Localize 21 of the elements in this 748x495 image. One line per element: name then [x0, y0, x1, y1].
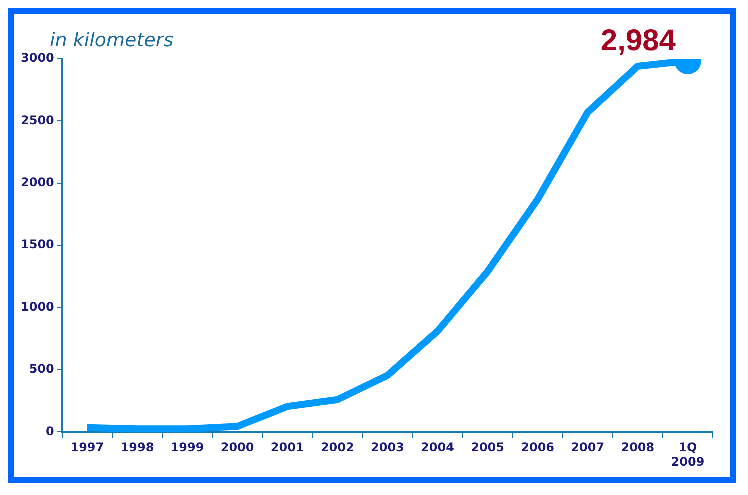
x-tick-label: 2003	[370, 440, 404, 455]
y-tick-label: 2500	[20, 113, 54, 128]
y-tick-label: 0	[46, 424, 54, 438]
x-tick-label: 1998	[120, 440, 154, 455]
x-tick-label: 1999	[170, 440, 204, 455]
y-axis-title: in kilometers	[50, 29, 174, 52]
y-tick-label: 1000	[20, 300, 54, 314]
x-tick-label: 2005	[471, 440, 504, 455]
x-tick-label: 2002	[320, 440, 354, 455]
x-tick-label: 2000	[220, 440, 254, 455]
y-tick-label: 500	[29, 362, 54, 376]
y-tick-label: 3000	[20, 51, 54, 66]
y-tick-label: 1500	[20, 238, 54, 252]
x-tick-label: 2008	[621, 440, 655, 455]
x-tick-label: 1997	[70, 440, 104, 455]
x-tick-label: 2006	[521, 440, 555, 455]
y-tick-label: 2000	[20, 176, 54, 190]
x-tick-label: 2001	[270, 440, 304, 455]
x-tick-label: 2004	[421, 440, 454, 455]
x-tick-label: 2007	[571, 440, 605, 455]
x-tick-label: 1Q 2009	[671, 440, 705, 469]
